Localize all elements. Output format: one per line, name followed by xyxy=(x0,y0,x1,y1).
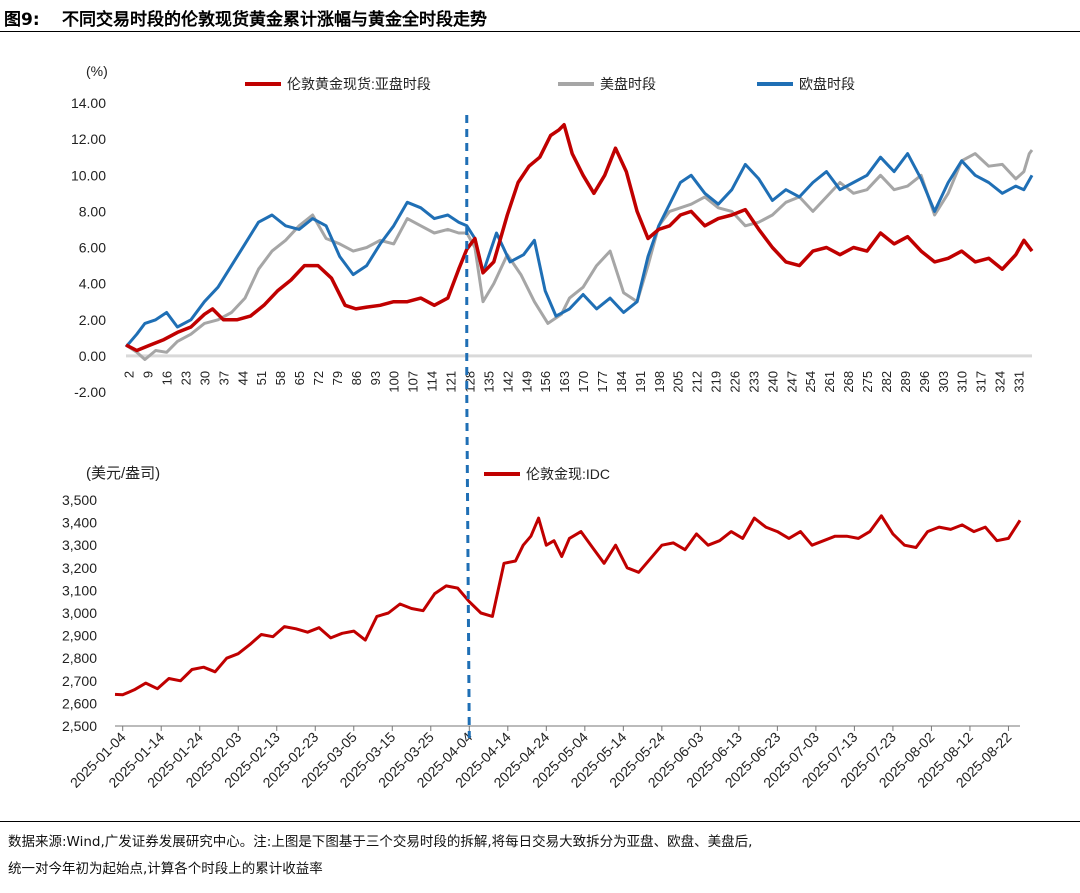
top-x-tick-label: 16 xyxy=(160,371,175,385)
top-y-tick-label: 8.00 xyxy=(79,203,106,219)
top-y-axis: -2.00 0.00 2.00 4.00 6.00 8.00 10.00 12.00 14.00 xyxy=(71,95,1032,400)
bottom-series-group xyxy=(114,514,1022,697)
bottom-chart-gold-price: (美元/盎司) 伦敦金现:IDC 2,500 2,600 2,700 2,800 2,9… xyxy=(62,465,1022,791)
top-series-line xyxy=(124,152,1034,348)
top-x-tick-label: 324 xyxy=(993,371,1008,393)
bottom-y-tick-label: 3,500 xyxy=(62,492,97,508)
top-x-tick-label: 226 xyxy=(728,371,743,393)
top-y-tick-label: 0.00 xyxy=(79,348,106,364)
figure-title: 图9: 不同交易时段的伦敦现货黄金累计涨幅与黄金全时段走势 xyxy=(0,4,1080,30)
source-note-line-2: 统一对今年初为起始点,计算各个时段上的累计收益率 xyxy=(8,861,323,877)
top-x-tick-label: 2 xyxy=(122,371,137,378)
top-x-tick-label: 275 xyxy=(860,371,875,393)
top-x-tick-label: 44 xyxy=(235,371,250,385)
bottom-y-tick-label: 2,600 xyxy=(62,695,97,711)
footer-divider xyxy=(0,821,1080,822)
top-series-line xyxy=(125,149,1034,361)
top-x-tick-label: 303 xyxy=(936,371,951,393)
top-x-tick-label: 65 xyxy=(292,371,307,385)
source-note: 数据来源:Wind,广发证券发展研究中心。注:上图是下图基于三个交易时段的拆解,… xyxy=(8,829,1074,883)
top-x-tick-label: 212 xyxy=(690,371,705,393)
top-x-tick-label: 198 xyxy=(652,371,667,393)
top-series-group xyxy=(124,122,1034,361)
top-x-tick-label: 9 xyxy=(141,371,156,378)
top-x-tick-label: 233 xyxy=(746,371,761,393)
top-legend-label: 美盘时段 xyxy=(600,76,656,92)
top-x-tick-label: 170 xyxy=(576,371,591,393)
top-chart-cumulative-return: (%) 伦敦黄金现货:亚盘时段 美盘时段 欧盘时段 -2.00 0.00 2.00 4.0… xyxy=(71,63,1034,400)
bottom-y-axis: 2,500 2,600 2,700 2,800 2,900 3,000 3,100 3,200… xyxy=(62,492,97,734)
bottom-y-tick-label: 2,500 xyxy=(62,718,97,734)
top-x-tick-label: 296 xyxy=(917,371,932,393)
top-y-tick-label: 12.00 xyxy=(71,131,106,147)
top-x-tick-label: 107 xyxy=(406,371,421,393)
top-x-tick-label: 261 xyxy=(822,371,837,393)
top-x-tick-label: 135 xyxy=(481,371,496,393)
top-y-tick-label: -2.00 xyxy=(74,384,106,400)
top-x-tick-label: 93 xyxy=(368,371,383,385)
top-x-tick-label: 331 xyxy=(1011,371,1026,393)
top-x-tick-label: 282 xyxy=(879,371,894,393)
top-x-axis: 2 9 16 23 30 37 44 51 58 65 72 79 86 93 100 107 114 121 12… xyxy=(122,371,1027,393)
top-x-tick-label: 184 xyxy=(614,371,629,393)
top-unit-label: (%) xyxy=(86,63,108,79)
bottom-legend-label: 伦敦金现:IDC xyxy=(526,466,610,482)
top-x-tick-label: 191 xyxy=(633,371,648,393)
top-y-tick-label: 14.00 xyxy=(71,95,106,111)
top-x-tick-label: 317 xyxy=(974,371,989,393)
top-y-tick-label: 6.00 xyxy=(79,240,106,256)
top-x-tick-label: 23 xyxy=(178,371,193,385)
bottom-y-tick-label: 3,000 xyxy=(62,605,97,621)
top-x-tick-label: 254 xyxy=(803,371,818,393)
top-x-tick-label: 142 xyxy=(500,371,515,393)
top-x-tick-label: 240 xyxy=(765,371,780,393)
top-x-tick-label: 219 xyxy=(709,371,724,393)
top-x-tick-label: 79 xyxy=(330,371,345,385)
figure-number: 图9: xyxy=(4,10,40,30)
top-x-tick-label: 121 xyxy=(444,371,459,393)
source-note-line-1: 数据来源:Wind,广发证券发展研究中心。注:上图是下图基于三个交易时段的拆解,… xyxy=(8,834,753,850)
bottom-y-tick-label: 2,900 xyxy=(62,628,97,644)
figure-title-text: 不同交易时段的伦敦现货黄金累计涨幅与黄金全时段走势 xyxy=(62,10,487,30)
top-x-tick-label: 156 xyxy=(538,371,553,393)
top-x-tick-label: 37 xyxy=(216,371,231,385)
top-x-tick-label: 58 xyxy=(273,371,288,385)
bottom-y-tick-label: 3,100 xyxy=(62,582,97,598)
bottom-y-tick-label: 3,300 xyxy=(62,537,97,553)
bottom-y-tick-label: 3,400 xyxy=(62,515,97,531)
bottom-y-tick-label: 2,800 xyxy=(62,650,97,666)
top-legend-label: 伦敦黄金现货:亚盘时段 xyxy=(287,76,431,92)
top-x-tick-label: 268 xyxy=(841,371,856,393)
top-series-line xyxy=(125,122,1034,353)
top-legend: 伦敦黄金现货:亚盘时段 美盘时段 欧盘时段 xyxy=(245,76,855,92)
title-divider xyxy=(0,31,1080,32)
top-x-tick-label: 100 xyxy=(387,371,402,393)
top-y-tick-label: 10.00 xyxy=(71,167,106,183)
top-x-tick-label: 310 xyxy=(955,371,970,393)
top-x-tick-label: 247 xyxy=(784,371,799,393)
top-x-tick-label: 30 xyxy=(197,371,212,385)
top-x-tick-label: 205 xyxy=(671,371,686,393)
bottom-series-line xyxy=(114,514,1022,697)
top-legend-label: 欧盘时段 xyxy=(799,76,855,92)
top-x-tick-label: 86 xyxy=(349,371,364,385)
bottom-unit-label: (美元/盎司) xyxy=(86,465,160,482)
top-x-tick-label: 128 xyxy=(462,371,477,393)
top-x-tick-label: 177 xyxy=(595,371,610,393)
bottom-x-axis: 2025-01-042025-01-142025-01-242025-02-03… xyxy=(67,725,1020,791)
top-x-tick-label: 51 xyxy=(254,371,269,385)
top-x-tick-label: 114 xyxy=(425,371,440,392)
top-x-tick-label: 149 xyxy=(519,371,534,393)
top-x-tick-label: 163 xyxy=(557,371,572,393)
top-x-tick-label: 289 xyxy=(898,371,913,393)
top-y-tick-label: 4.00 xyxy=(79,276,106,292)
bottom-y-tick-label: 3,200 xyxy=(62,560,97,576)
bottom-legend: 伦敦金现:IDC xyxy=(484,466,610,482)
top-x-tick-label: 72 xyxy=(311,371,326,385)
top-y-tick-label: 2.00 xyxy=(79,312,106,328)
bottom-y-tick-label: 2,700 xyxy=(62,673,97,689)
